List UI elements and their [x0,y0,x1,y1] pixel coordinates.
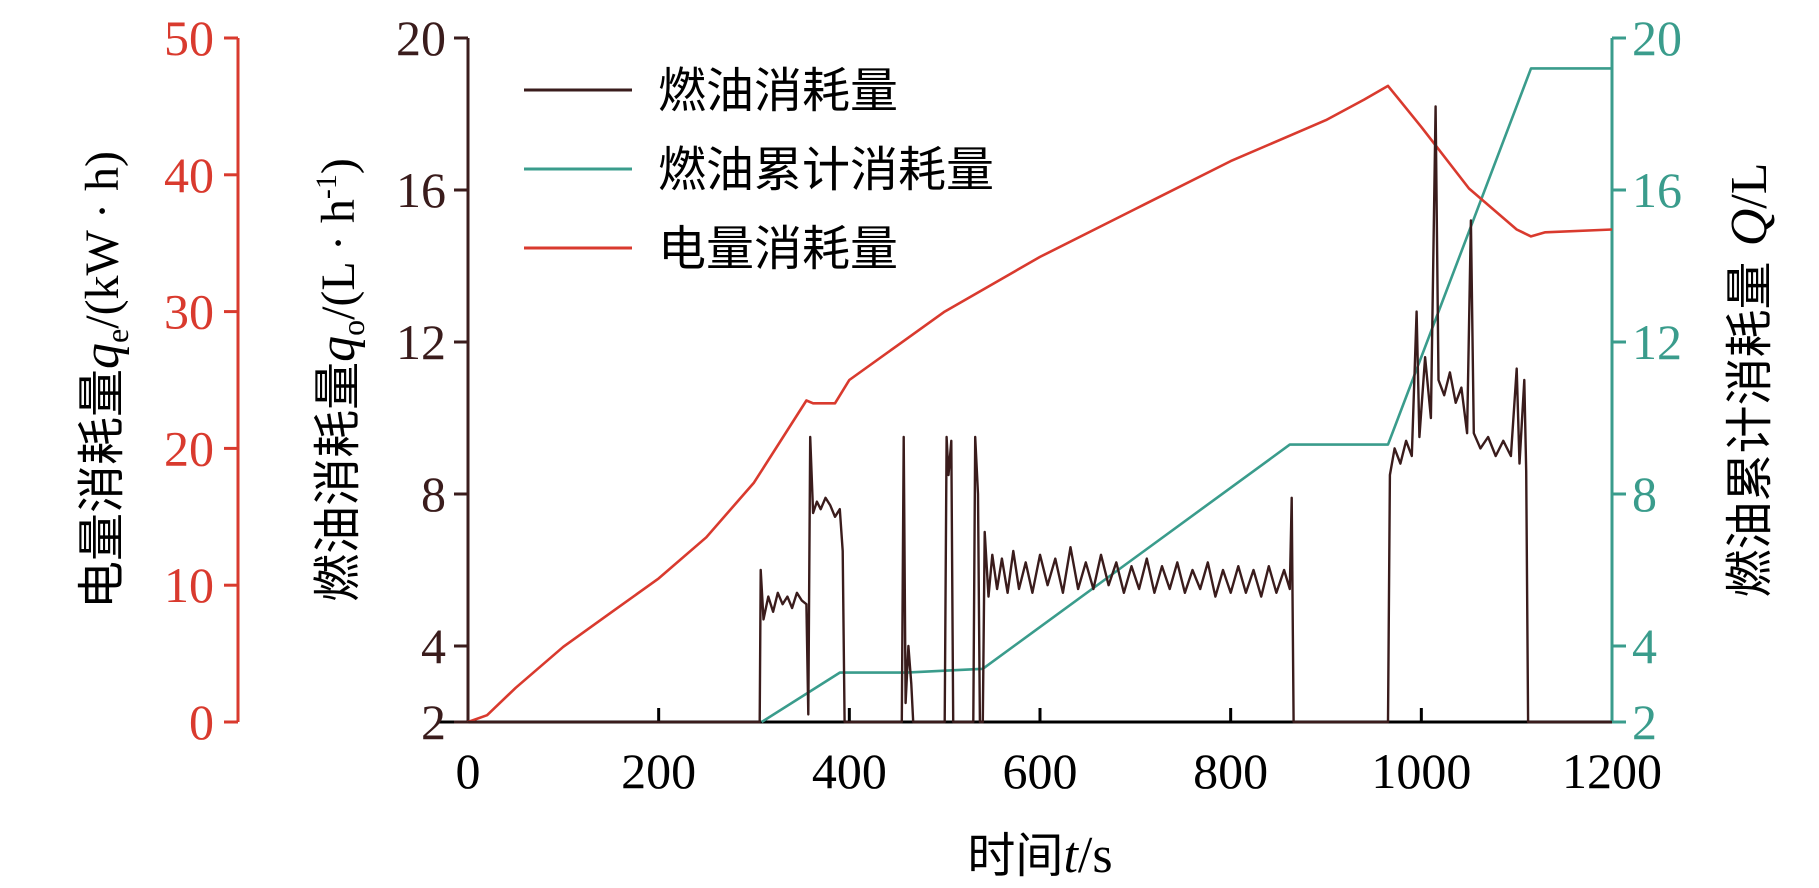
fuel-rate-tick-label: 16 [396,162,446,218]
legend-label: 燃油消耗量 [658,63,898,119]
x-axis-title-var: t [1063,827,1079,884]
x-tick-label: 800 [1193,743,1268,799]
legend-entry-fuel-rate: 燃油消耗量 [524,63,898,119]
electric-tick-label: 40 [164,147,214,203]
x-tick-label: 1000 [1371,743,1471,799]
electric-axis-title: 电量消耗量qe/(kW · h) [73,151,135,609]
electric-axis-title-unit: /(kW · h) [76,151,129,329]
cumulative-axis-title: 燃油累计消耗量 Q/L [1721,162,1778,597]
x-tick-label: 400 [812,743,887,799]
electric-tick-label: 20 [164,420,214,476]
cumulative-axis-title-var: Q [1721,209,1778,247]
electric-axis-title-sub: e [99,329,135,343]
cumulative-axis-title-prefix: 燃油累计消耗量 [1722,246,1778,597]
electric-axis-title-var: q [73,343,130,369]
electric-axis-title-prefix: 电量消耗量 [74,369,130,609]
fuel-rate-tick-label: 12 [396,314,446,370]
x-tick-label: 200 [621,743,696,799]
fuel-rate-tick-label: 8 [421,466,446,522]
x-tick-label: 1200 [1562,743,1662,799]
electric-tick-label: 50 [164,10,214,66]
series-line-fuel-rate [468,105,1612,724]
fuel-rate-axis-title: 燃油消耗量qo/(L · h-1) [309,158,371,602]
cumulative-tick-label: 4 [1632,618,1657,674]
cumulative-tick-label: 8 [1632,466,1657,522]
fuel-rate-tick-label: 4 [421,618,446,674]
fuel-rate-axis-title-prefix: 燃油消耗量 [310,362,366,602]
series-line-fuel-cumulative [760,67,1612,724]
fuel-rate-tick-label: 20 [396,10,446,66]
legend-entry-fuel-cumulative: 燃油累计消耗量 [524,142,994,198]
electric-tick-label: 10 [164,557,214,613]
cumulative-axis-title-unit: /L [1721,162,1778,208]
x-tick-label: 600 [1003,743,1078,799]
fuel-rate-axis-title-sup: -1 [310,174,343,199]
x-tick-label: 0 [456,743,481,799]
cumulative-tick-label: 12 [1632,314,1682,370]
cumulative-tick-label: 2 [1632,694,1657,750]
fuel-rate-axis-title-var: q [309,336,366,362]
axes: 0 200 400 600 800 1000 12002481216200102030405… [164,10,1682,799]
electric-tick-label: 30 [164,284,214,340]
x-axis-title-unit: /s [1078,827,1113,884]
legend-label: 燃油累计消耗量 [658,142,994,198]
x-axis-title: 时间t/s [967,827,1112,884]
series-line-electric [467,84,1613,724]
legend-label: 电量消耗量 [658,221,898,277]
fuel-rate-tick-label: 2 [421,694,446,750]
fuel-rate-axis-title-end: ) [312,158,365,174]
x-axis-title-prefix: 时间 [967,828,1063,884]
series-layer [467,67,1613,724]
electric-tick-label: 0 [189,694,214,750]
legend-entry-electric: 电量消耗量 [524,221,898,277]
fuel-rate-axis-title-unit: /(L · h [312,199,365,320]
cumulative-tick-label: 20 [1632,10,1682,66]
cumulative-tick-label: 16 [1632,162,1682,218]
fuel-rate-axis-title-sub: o [335,320,371,336]
